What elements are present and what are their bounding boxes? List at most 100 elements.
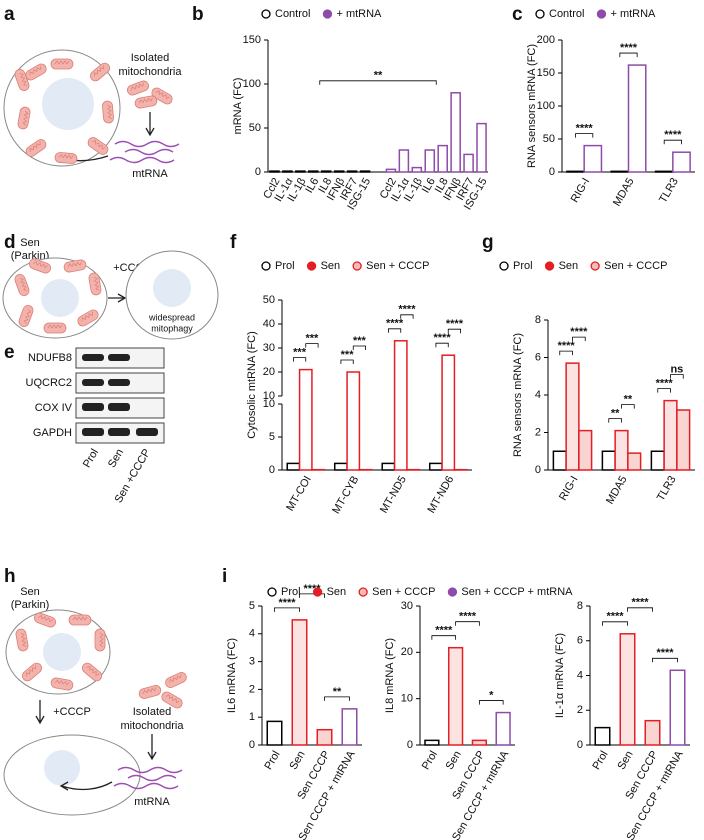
significance-bracket (340, 359, 354, 364)
mitochondrion (161, 691, 183, 709)
significance-label: **** (434, 332, 452, 344)
cristae (23, 309, 32, 324)
bar (437, 144, 448, 173)
significance-bracket (324, 696, 350, 701)
legend-label: Prol (275, 260, 295, 272)
significance-label: **** (570, 326, 588, 338)
significance-label: ** (333, 686, 342, 698)
mitochondrion (14, 273, 30, 297)
arrow (35, 700, 45, 725)
y-tick-label: 6 (535, 351, 541, 363)
significance-bracket (455, 621, 480, 626)
arrow (145, 112, 155, 137)
diagram-label: mtRNA (132, 168, 168, 180)
legend-marker (267, 587, 277, 597)
bar (447, 646, 464, 746)
mitochondrion-body (25, 139, 47, 157)
bar (463, 153, 474, 173)
significance-label: *** (341, 349, 355, 361)
y-tick-label: 1 (249, 711, 255, 723)
legend-marker (312, 587, 323, 597)
mitochondrion-body (90, 62, 110, 82)
legend-marker (358, 587, 368, 597)
bar (594, 726, 611, 746)
mitochondrion-body (15, 628, 29, 652)
mitochondrion (33, 612, 57, 628)
cristae (131, 82, 144, 91)
bar (346, 371, 361, 471)
y-tick-label: 4 (249, 628, 255, 640)
y-tick-label: 40 (263, 318, 275, 330)
nucleus (153, 269, 191, 307)
cristae (81, 311, 93, 322)
y-axis-label: IL-1α mRNA (FC) (554, 633, 566, 718)
significance-bracket (293, 357, 307, 362)
mitochondrion (151, 87, 173, 105)
bar (359, 170, 371, 173)
mitochondrion (50, 58, 74, 70)
nucleus (44, 750, 80, 786)
y-tick-label: 10 (263, 390, 275, 402)
bar (644, 719, 661, 746)
diagram-label: (Parkin) (11, 250, 50, 262)
significance-bracket (305, 343, 319, 348)
mtrna (124, 148, 174, 156)
y-tick-label: 150 (537, 67, 555, 79)
bar (627, 452, 642, 471)
y-tick-label: 30 (401, 600, 413, 612)
bar (552, 450, 567, 471)
diagram-label: widespread (148, 312, 195, 322)
significance-label: *** (353, 335, 367, 347)
bar (471, 739, 488, 746)
legend-marker (447, 587, 458, 597)
significance-bracket (657, 388, 671, 393)
bar (441, 354, 456, 471)
protein-label: UQCRC2 (26, 377, 72, 389)
mtrna (114, 140, 180, 148)
y-tick-label: 8 (535, 314, 541, 326)
mitochondrion (102, 100, 114, 124)
bar (565, 362, 580, 471)
significance-bracket (621, 404, 635, 409)
mitochondrion (126, 80, 150, 96)
mitochondrion-body (63, 259, 87, 273)
mitochondrion (77, 309, 99, 327)
significance-bracket (559, 350, 573, 356)
bar (320, 170, 332, 173)
cristae (19, 278, 28, 291)
band (108, 379, 130, 386)
bar (424, 149, 436, 173)
bar (650, 450, 665, 471)
mitochondrion (90, 62, 110, 82)
significance-bracket (431, 635, 457, 640)
significance-label: **** (664, 129, 682, 141)
significance-bracket (602, 621, 628, 626)
significance-label: **** (576, 123, 594, 135)
y-tick-label: 50 (263, 294, 275, 306)
significance-bracket (608, 418, 622, 423)
band (108, 354, 130, 361)
legend-label: Sen (321, 260, 341, 272)
mitochondrion-body (68, 614, 92, 626)
legend-marker (499, 261, 509, 271)
mitochondrion (15, 628, 29, 652)
cristae (169, 674, 182, 684)
legend-label: Control (275, 8, 310, 20)
cristae (99, 632, 104, 648)
y-axis-label: IL6 mRNA (FC) (226, 638, 238, 713)
legend-label: Sen (327, 586, 347, 598)
mitochondrion (25, 63, 47, 81)
significance-label: **** (558, 340, 576, 352)
mitochondrion-body (25, 63, 47, 81)
mitochondrion (28, 258, 52, 274)
cristae (29, 65, 41, 76)
diagram-label: Sen (20, 237, 40, 249)
significance-label: **** (620, 42, 638, 54)
significance-bracket (619, 52, 638, 58)
cristae (165, 694, 180, 704)
arrow (108, 293, 127, 303)
x-tick-label: Prol (420, 749, 440, 772)
diagram-label: mtRNA (134, 796, 170, 808)
y-tick-label: 3 (249, 656, 255, 668)
cristae (29, 141, 41, 153)
